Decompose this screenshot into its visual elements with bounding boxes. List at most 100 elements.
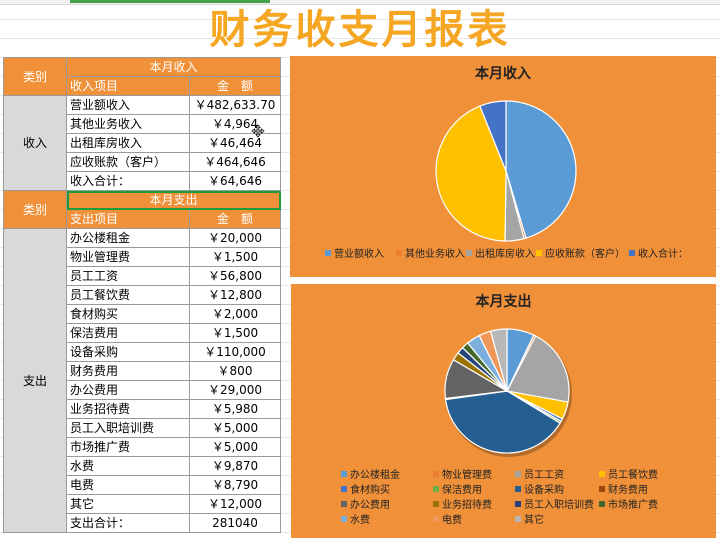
income-item-label[interactable]: 应收账款（客户） xyxy=(66,152,190,172)
expense-item-amount[interactable]: ￥9,870 xyxy=(189,456,281,476)
expense-item-amount[interactable]: ￥8,790 xyxy=(189,475,281,495)
income-item-amount[interactable]: ￥46,464 xyxy=(189,133,281,153)
legend-swatch xyxy=(599,486,605,492)
income-item-label[interactable]: 出租库房收入 xyxy=(66,133,190,153)
table-row: 收入合计： ￥64,646 xyxy=(4,171,281,191)
income-item-label[interactable]: 营业额收入 xyxy=(66,95,190,115)
legend-label: 业务招待费 xyxy=(442,498,492,511)
expense-item-label[interactable]: 其它 xyxy=(66,494,190,514)
table-row: 食材购买 ￥2,000 xyxy=(4,304,281,324)
expense-item-label[interactable]: 物业管理费 xyxy=(66,247,190,267)
legend-swatch xyxy=(466,250,472,256)
expense-item-amount[interactable]: 281040 xyxy=(189,513,281,533)
table-row: 办公费用 ￥29,000 xyxy=(4,380,281,400)
expense-item-amount[interactable]: ￥56,800 xyxy=(189,266,281,286)
expense-item-label[interactable]: 办公费用 xyxy=(66,380,190,400)
move-cursor-icon xyxy=(251,124,265,138)
legend-label: 其他业务收入 xyxy=(405,247,465,260)
legend-swatch xyxy=(515,471,521,477)
expense-item-amount[interactable]: ￥5,000 xyxy=(189,437,281,457)
expense-item-label[interactable]: 业务招待费 xyxy=(66,399,190,419)
expense-category-label[interactable]: 支出 xyxy=(3,228,67,533)
income-item-amount[interactable]: ￥64,646 xyxy=(189,171,281,191)
income-category-header[interactable]: 类别 xyxy=(3,57,67,96)
expense-col-item[interactable]: 支出项目 xyxy=(66,209,190,229)
expense-item-amount[interactable]: ￥5,980 xyxy=(189,399,281,419)
legend-label: 物业管理费 xyxy=(442,468,492,481)
legend-label: 水费 xyxy=(350,513,370,526)
income-col-amount[interactable]: 金 额 xyxy=(189,76,281,96)
expense-col-header-row: 支出项目金 额 xyxy=(4,209,281,229)
expense-item-label[interactable]: 员工餐饮费 xyxy=(66,285,190,305)
table-row: 市场推广费 ￥5,000 xyxy=(4,437,281,457)
legend-label: 设备采购 xyxy=(524,483,564,496)
pie-slice[interactable] xyxy=(479,100,507,172)
pie-slice[interactable] xyxy=(435,105,507,242)
legend-label: 员工餐饮费 xyxy=(608,468,658,481)
pie-slice[interactable] xyxy=(505,100,577,239)
income-item-label[interactable]: 收入合计： xyxy=(66,171,190,191)
expense-item-amount[interactable]: ￥20,000 xyxy=(189,228,281,248)
expense-item-label[interactable]: 市场推广费 xyxy=(66,437,190,457)
pie-slice[interactable] xyxy=(444,390,561,454)
pie-slice[interactable] xyxy=(506,335,570,403)
expense-item-label[interactable]: 设备采购 xyxy=(66,342,190,362)
legend-label: 电费 xyxy=(442,513,462,526)
table-row: 支出 办公楼租金 ￥20,000 xyxy=(3,228,281,533)
legend-swatch xyxy=(341,471,347,477)
legend-swatch xyxy=(341,501,347,507)
income-item-label[interactable]: 其他业务收入 xyxy=(66,114,190,134)
income-chart[interactable]: 本月收入 营业额收入 其他业务收入 出租库房收入 应收账款（客户） 收入合计： xyxy=(290,56,716,277)
expense-item-label[interactable]: 财务费用 xyxy=(66,361,190,381)
formula-bar-edge xyxy=(0,0,720,5)
expense-item-label[interactable]: 水费 xyxy=(66,456,190,476)
income-item-amount[interactable]: ￥464,646 xyxy=(189,152,281,172)
table-row: 收入 营业额收入 ￥482,633.70 xyxy=(3,95,281,191)
expense-item-label[interactable]: 员工入职培训费 xyxy=(66,418,190,438)
expense-item-amount[interactable]: ￥1,500 xyxy=(189,247,281,267)
expense-item-amount[interactable]: ￥5,000 xyxy=(189,418,281,438)
income-col-header-row: 收入项目金 额 xyxy=(4,76,281,96)
expense-item-label[interactable]: 保洁费用 xyxy=(66,323,190,343)
table-row: 其它 ￥12,000 xyxy=(4,494,281,514)
income-item-amount[interactable]: ￥482,633.70 xyxy=(189,95,281,115)
finance-table: 类别 本月收入 收入项目金 额收入 营业额收入 ￥482,633.70 其他业务收入 ￥4,… xyxy=(3,57,281,533)
expense-section-title[interactable]: 本月支出 xyxy=(66,190,281,210)
legend-swatch xyxy=(515,516,521,522)
legend-swatch xyxy=(599,471,605,477)
legend-label: 应收账款（客户） xyxy=(545,247,625,260)
expense-item-label[interactable]: 支出合计： xyxy=(66,513,190,533)
expense-item-amount[interactable]: ￥110,000 xyxy=(189,342,281,362)
expense-chart[interactable]: 本月支出 办公楼租金 物业管理费 员工工资 员工餐饮费 食材购买 保洁费用 设备采购 财务费用办… xyxy=(291,284,716,538)
legend-swatch xyxy=(515,501,521,507)
legend-label: 出租库房收入 xyxy=(475,247,535,260)
income-section-title[interactable]: 本月收入 xyxy=(66,57,281,77)
expense-item-amount[interactable]: ￥12,800 xyxy=(189,285,281,305)
legend-swatch xyxy=(325,250,331,256)
expense-category-header[interactable]: 类别 xyxy=(3,190,67,229)
table-row: 物业管理费 ￥1,500 xyxy=(4,247,281,267)
legend-label: 保洁费用 xyxy=(442,483,482,496)
expense-item-label[interactable]: 电费 xyxy=(66,475,190,495)
income-item-amount[interactable]: ￥4,964 xyxy=(189,114,281,134)
legend-label: 营业额收入 xyxy=(334,247,384,260)
expense-item-label[interactable]: 办公楼租金 xyxy=(66,228,190,248)
expense-item-amount[interactable]: ￥12,000 xyxy=(189,494,281,514)
pie-slice[interactable] xyxy=(489,328,508,392)
table-row: 出租库房收入 ￥46,464 xyxy=(4,133,281,153)
legend-swatch xyxy=(515,486,521,492)
legend-swatch xyxy=(433,486,439,492)
expense-item-label[interactable]: 员工工资 xyxy=(66,266,190,286)
expense-item-amount[interactable]: ￥29,000 xyxy=(189,380,281,400)
table-row: 水费 ￥9,870 xyxy=(4,456,281,476)
table-row: 支出合计： 281040 xyxy=(4,513,281,533)
expense-item-amount[interactable]: ￥1,500 xyxy=(189,323,281,343)
expense-item-amount[interactable]: ￥2,000 xyxy=(189,304,281,324)
income-category-label[interactable]: 收入 xyxy=(3,95,67,191)
expense-item-label[interactable]: 食材购买 xyxy=(66,304,190,324)
expense-item-amount[interactable]: ￥800 xyxy=(189,361,281,381)
income-col-item[interactable]: 收入项目 xyxy=(66,76,190,96)
expense-col-amount[interactable]: 金 额 xyxy=(189,209,281,229)
legend-swatch xyxy=(536,250,542,256)
